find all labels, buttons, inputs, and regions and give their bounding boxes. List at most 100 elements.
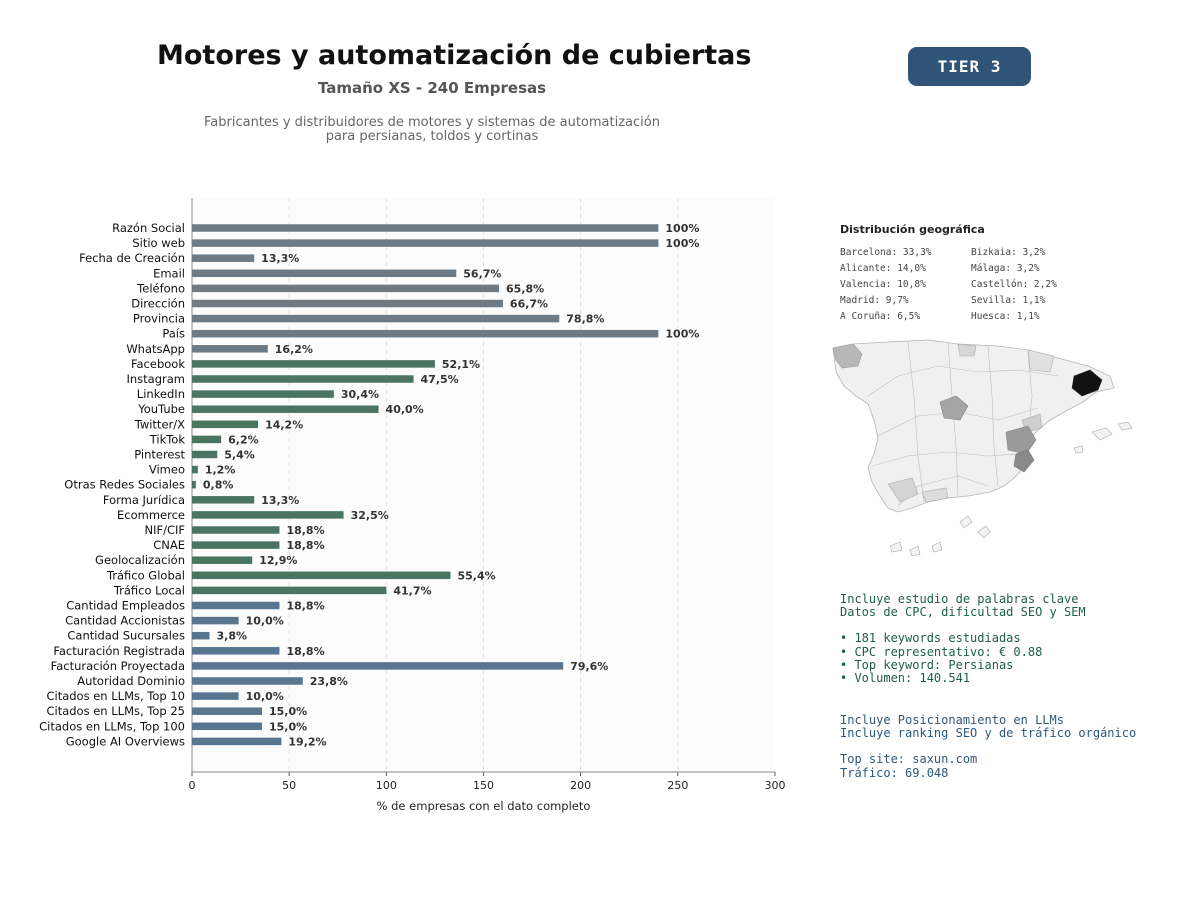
map-region-alicante [1013, 449, 1035, 473]
data-label: 3,8% [216, 630, 247, 643]
bar [192, 511, 344, 519]
data-label: 32,5% [351, 509, 389, 522]
category-label: Twitter/X [134, 417, 185, 431]
bar [192, 616, 239, 625]
data-label: 18,8% [286, 645, 324, 658]
geo-item: Huesca: 1,1% [971, 311, 1040, 322]
bar [192, 254, 255, 262]
category-label: Facebook [131, 357, 185, 371]
description-line-2: para persianas, toldos y cortinas [325, 129, 539, 144]
category-label: Provincia [133, 312, 185, 326]
data-label: 79,6% [570, 660, 608, 673]
bar [192, 631, 210, 640]
keywords-bullet: • Volumen: 140.541 [840, 671, 971, 686]
bar [192, 450, 218, 459]
data-label: 23,8% [310, 675, 348, 688]
bar-chart: 0 50 100 150 200 250 300 % de empresas con el d… [39, 198, 786, 813]
category-label: Ecommerce [117, 508, 185, 522]
bar [192, 480, 196, 489]
map-region-a-coruna [832, 343, 863, 369]
bar [192, 586, 387, 595]
category-label: País [162, 327, 185, 341]
plot-area [192, 198, 775, 772]
bar [192, 647, 280, 655]
data-label: 100% [665, 222, 699, 235]
category-label: Instagram [126, 372, 185, 386]
description-line-1: Fabricantes y distribuidores de motores … [204, 115, 660, 130]
category-label: Facturación Proyectada [51, 659, 185, 673]
keywords-bullet: • 181 keywords estudiadas [840, 631, 1021, 646]
bar [192, 526, 280, 534]
keywords-bullet: • Top keyword: Persianas [840, 657, 1014, 672]
bar [192, 314, 560, 323]
bar [192, 390, 334, 398]
data-label: 12,9% [259, 554, 297, 567]
llm-line-1: Incluye Posicionamiento en LLMs [840, 713, 1064, 727]
bar [192, 692, 239, 700]
category-label: YouTube [137, 402, 185, 416]
map-region-madrid [939, 395, 969, 421]
x-tick-label: 100 [376, 779, 397, 792]
category-label: Pinterest [134, 448, 185, 462]
category-label: TikTok [149, 432, 186, 446]
spain-map [832, 339, 1133, 557]
category-label: CNAE [153, 538, 185, 552]
llm-block: Incluye Posicionamiento en LLMs Incluye … [840, 713, 1137, 780]
data-label: 10,0% [246, 615, 284, 628]
data-label: 40,0% [386, 403, 424, 416]
data-label: 6,2% [228, 433, 259, 446]
bar [192, 239, 659, 247]
tier-badge: TIER 3 [908, 47, 1031, 86]
top-site-traffic: Tráfico: 69.048 [840, 765, 949, 780]
bar [192, 707, 262, 715]
bar [192, 435, 222, 444]
category-label: Geolocalización [95, 553, 185, 567]
map-peninsula [832, 339, 1115, 513]
bar [192, 375, 414, 383]
bar [192, 465, 198, 474]
category-label: NIF/CIF [144, 523, 185, 537]
data-label: 100% [665, 237, 699, 250]
bar [192, 269, 457, 278]
bar [192, 662, 564, 670]
data-label: 78,8% [566, 313, 604, 326]
category-label: Citados en LLMs, Top 25 [46, 704, 185, 718]
bar [192, 420, 259, 429]
data-label: 41,7% [393, 584, 431, 597]
bar [192, 224, 659, 232]
category-label: Otras Redes Sociales [64, 478, 185, 492]
x-axis-label: % de empresas con el dato completo [377, 799, 591, 813]
map-ceuta-melilla [959, 515, 991, 539]
data-label: 5,4% [224, 449, 255, 462]
map-region-bizkaia [957, 343, 977, 357]
category-label: Cantidad Empleados [66, 599, 185, 613]
data-label: 19,2% [288, 735, 326, 748]
data-label: 0,8% [203, 479, 234, 492]
keywords-line-1: Incluye estudio de palabras clave [840, 592, 1079, 606]
llm-line-2: Incluye ranking SEO y de tráfico orgánic… [840, 726, 1137, 741]
data-label: 13,3% [261, 252, 299, 265]
x-tick-label: 150 [473, 779, 494, 792]
map-region-malaga [921, 487, 949, 503]
data-label: 15,0% [269, 720, 307, 733]
data-label: 66,7% [510, 298, 548, 311]
category-label: Fecha de Creación [79, 251, 185, 265]
map-region-valencia [1005, 425, 1037, 455]
bar [192, 737, 282, 746]
bar [192, 677, 303, 685]
data-label: 55,4% [457, 569, 495, 582]
bar [192, 571, 451, 580]
category-label: Citados en LLMs, Top 10 [46, 689, 185, 703]
category-label: Autoridad Dominio [77, 674, 185, 688]
top-site: Top site: saxun.com [840, 752, 978, 767]
bar [192, 329, 659, 338]
category-label: Facturación Registrada [53, 644, 185, 658]
geo-item: Madrid: 9,7% [840, 295, 909, 306]
data-label: 14,2% [265, 418, 303, 431]
geo-item: Valencia: 10,8% [840, 279, 926, 290]
bar [192, 556, 253, 564]
bar [192, 345, 268, 353]
data-label: 56,7% [463, 267, 501, 280]
geo-item: A Coruña: 6,5% [840, 311, 921, 322]
data-label: 30,4% [341, 388, 379, 401]
